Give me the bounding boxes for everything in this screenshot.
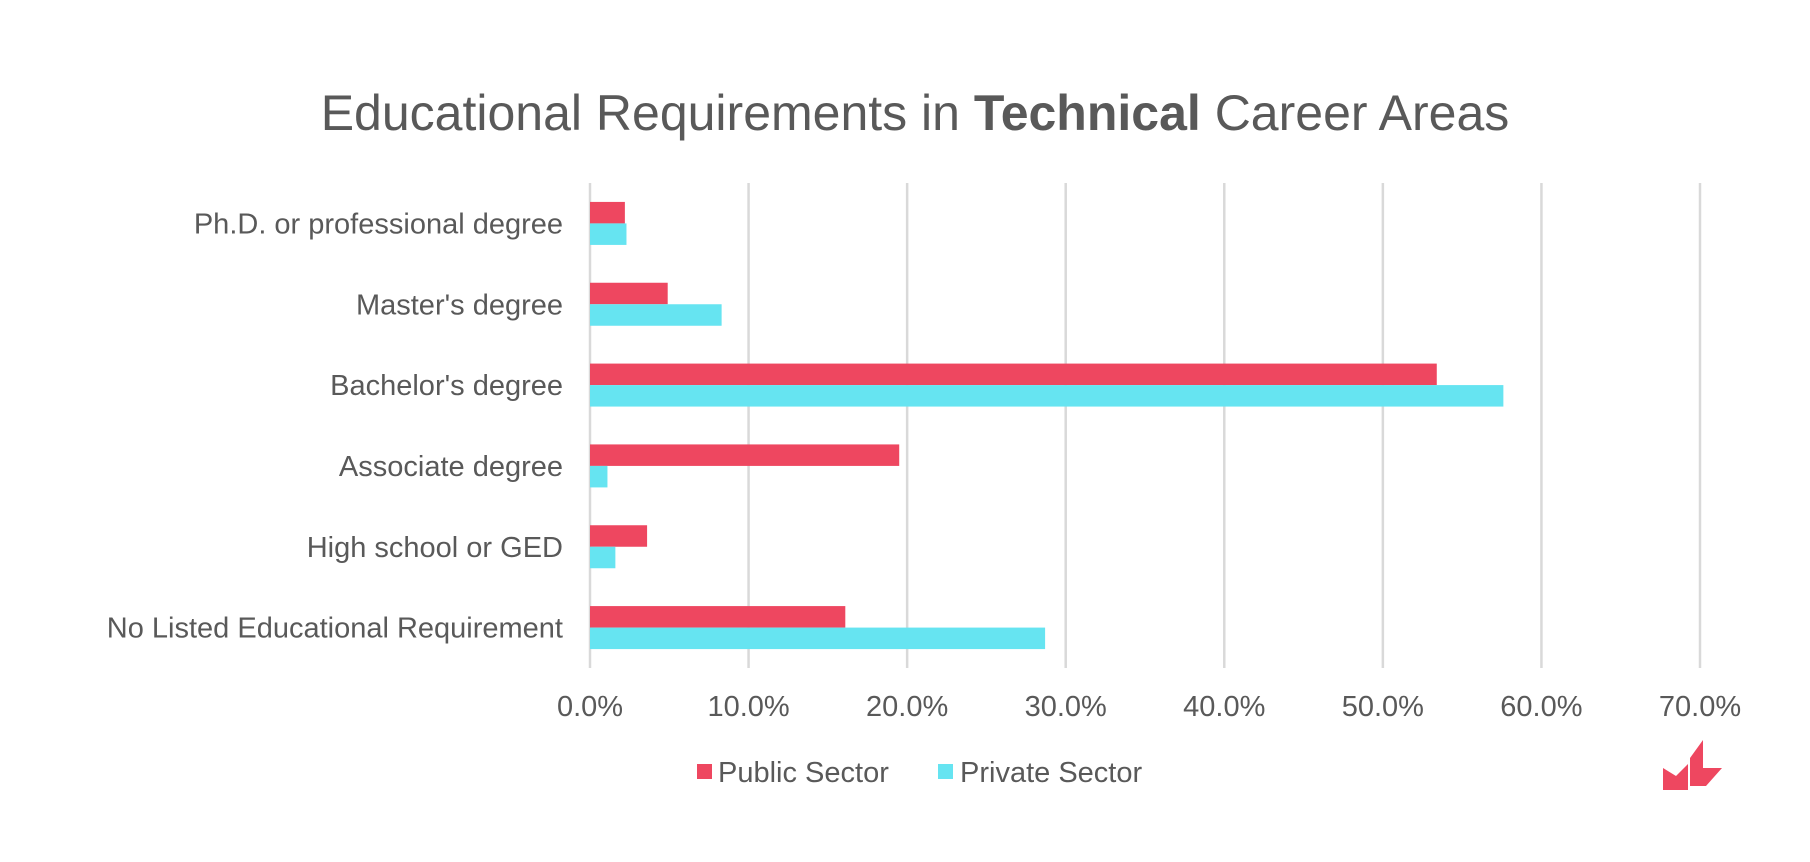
x-tick-label-4: 40.0% [1183, 691, 1265, 723]
bar-private-sector-associate-degree [590, 465, 608, 488]
bars [590, 201, 1504, 650]
logo-left-shape [1663, 764, 1688, 790]
category-label-master-s-degree: Master's degree [356, 289, 563, 321]
legend-label-private-sector: Private Sector [960, 757, 1142, 789]
bar-private-sector-master-s-degree [590, 304, 722, 326]
legend-swatch-public-sector [697, 764, 712, 779]
bar-public-sector-bachelor-s-degree [590, 363, 1437, 386]
x-tick-label-6: 60.0% [1500, 691, 1582, 723]
chart-title-suffix: Career Areas [1201, 85, 1509, 141]
brand-logo-icon [1663, 740, 1722, 790]
chart-title-prefix: Educational Requirements in [321, 85, 974, 141]
category-label-ph-d-or-professional-degree: Ph.D. or professional degree [194, 208, 563, 240]
x-tick-label-5: 50.0% [1342, 691, 1424, 723]
x-axis-tick-labels: 0.0% 10.0% 20.0% 30.0% 40.0% 50.0% 60.0% 70.0% [557, 691, 1741, 723]
bar-private-sector-high-school-or-ged [590, 546, 616, 569]
gridlines [588, 183, 1702, 668]
x-tick-label-3: 30.0% [1025, 691, 1107, 723]
logo-right-shape [1690, 740, 1722, 786]
chart-title: Educational Requirements in Technical Ca… [321, 85, 1510, 141]
bar-public-sector-master-s-degree [590, 282, 668, 305]
bar-private-sector-no-listed-educational-requirement [590, 627, 1046, 650]
bar-public-sector-no-listed-educational-requirement [590, 606, 846, 628]
x-tick-label-1: 10.0% [707, 691, 789, 723]
bar-public-sector-ph-d-or-professional-degree [590, 201, 625, 224]
category-label-bachelor-s-degree: Bachelor's degree [330, 370, 563, 402]
bar-public-sector-high-school-or-ged [590, 525, 648, 547]
category-label-associate-degree: Associate degree [339, 451, 563, 483]
x-tick-label-0: 0.0% [557, 691, 623, 723]
chart-title-emphasis: Technical [974, 85, 1201, 141]
category-label-high-school-or-ged: High school or GED [307, 532, 563, 564]
legend-swatch-private-sector [938, 764, 953, 779]
bar-private-sector-bachelor-s-degree [590, 385, 1504, 407]
category-labels: Ph.D. or professional degree Master's deg… [107, 208, 563, 644]
legend-label-public-sector: Public Sector [718, 757, 889, 789]
bar-public-sector-associate-degree [590, 444, 900, 466]
bar-private-sector-ph-d-or-professional-degree [590, 223, 627, 245]
category-label-no-listed-educational-requirement: No Listed Educational Requirement [107, 613, 563, 645]
x-tick-label-7: 70.0% [1659, 691, 1741, 723]
legend: Public Sector Private Sector [697, 757, 1142, 789]
x-tick-label-2: 20.0% [866, 691, 948, 723]
